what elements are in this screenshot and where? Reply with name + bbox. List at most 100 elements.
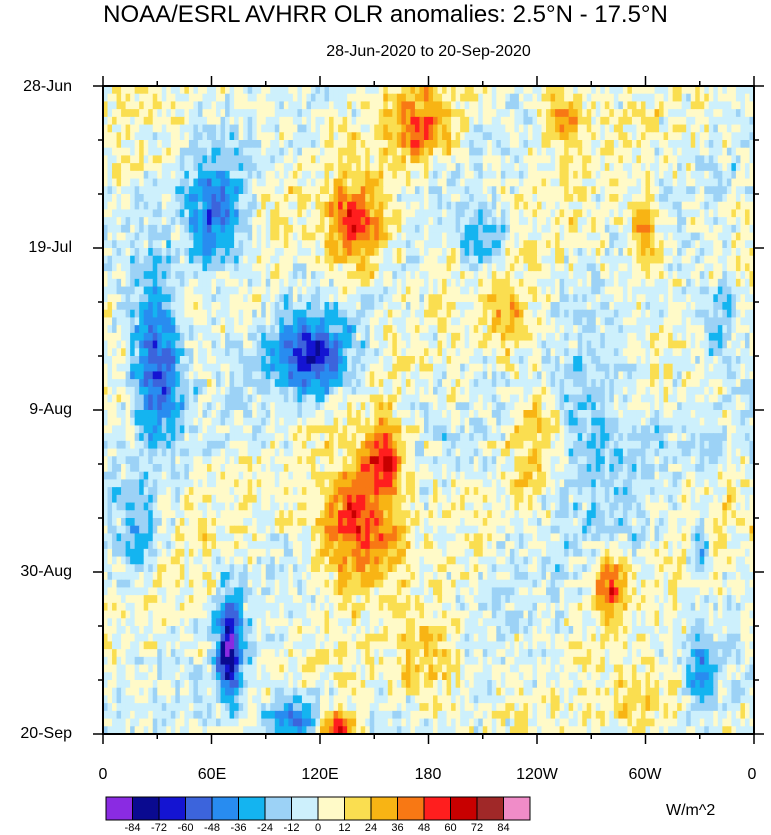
heatmap-cell xyxy=(496,263,502,272)
heatmap-cell xyxy=(383,201,389,211)
heatmap-cell xyxy=(161,271,167,280)
heatmap-cell xyxy=(487,201,493,211)
heatmap-cell xyxy=(677,232,683,241)
heatmap-cell xyxy=(261,286,267,295)
heatmap-cell xyxy=(243,263,249,272)
heatmap-cell xyxy=(306,201,312,211)
heatmap-cell xyxy=(663,124,669,133)
heatmap-cell xyxy=(672,255,678,265)
heatmap-cell xyxy=(527,116,534,126)
heatmap-cell xyxy=(351,109,357,118)
heatmap-cell xyxy=(442,155,448,164)
heatmap-cell xyxy=(216,201,222,211)
heatmap-cell xyxy=(645,178,651,187)
heatmap-cell xyxy=(428,201,434,211)
heatmap-cell xyxy=(225,178,231,187)
heatmap-cell xyxy=(419,286,425,295)
heatmap-cell xyxy=(568,170,574,180)
heatmap-cell xyxy=(387,170,393,180)
heatmap-cell xyxy=(121,116,127,126)
heatmap-cell xyxy=(690,132,696,141)
heatmap-cell xyxy=(460,116,466,126)
heatmap-cell xyxy=(301,263,308,272)
heatmap-cell xyxy=(708,217,714,226)
heatmap-cell xyxy=(604,155,610,164)
heatmap-cell xyxy=(509,201,515,211)
heatmap-cell xyxy=(482,309,488,319)
heatmap-cell xyxy=(419,163,425,172)
heatmap-cell xyxy=(677,163,683,172)
heatmap-cell xyxy=(537,302,543,311)
heatmap-cell xyxy=(157,348,163,357)
heatmap-cell xyxy=(491,170,497,180)
heatmap-cell xyxy=(134,209,140,218)
heatmap-cell xyxy=(283,271,289,280)
heatmap-cell xyxy=(107,170,113,180)
heatmap-cell xyxy=(527,163,534,172)
heatmap-cell xyxy=(170,170,176,180)
heatmap-cell xyxy=(329,194,335,203)
heatmap-cell xyxy=(491,271,497,280)
heatmap-cell xyxy=(668,194,674,203)
heatmap-cell xyxy=(256,302,262,311)
heatmap-cell xyxy=(559,317,565,326)
heatmap-cell xyxy=(622,140,629,149)
heatmap-cell xyxy=(455,124,461,133)
heatmap-cell xyxy=(473,332,479,342)
heatmap-cell xyxy=(369,124,375,133)
heatmap-cell xyxy=(134,116,140,126)
heatmap-cell xyxy=(184,163,190,172)
heatmap-cell xyxy=(161,201,167,211)
heatmap-cell xyxy=(274,140,280,149)
heatmap-cell xyxy=(604,263,610,272)
heatmap-cell xyxy=(211,224,217,234)
heatmap-cell xyxy=(216,325,222,334)
heatmap-cell xyxy=(627,186,633,195)
heatmap-cell xyxy=(663,309,669,319)
heatmap-cell xyxy=(134,232,140,241)
heatmap-cell xyxy=(419,348,425,357)
heatmap-cell xyxy=(668,224,674,234)
heatmap-cell xyxy=(482,86,488,95)
heatmap-cell xyxy=(573,217,579,226)
heatmap-cell xyxy=(130,155,136,164)
heatmap-cell xyxy=(369,194,375,203)
heatmap-cell xyxy=(152,286,158,295)
heatmap-cell xyxy=(274,271,280,280)
heatmap-cell xyxy=(451,294,457,303)
heatmap-cell xyxy=(437,209,443,218)
heatmap-cell xyxy=(713,271,719,280)
heatmap-cell xyxy=(527,140,534,149)
heatmap-cell xyxy=(121,271,127,280)
heatmap-cell xyxy=(708,232,714,241)
heatmap-cell xyxy=(306,86,312,95)
heatmap-cell xyxy=(166,209,172,218)
heatmap-cell xyxy=(518,294,525,303)
heatmap-cell xyxy=(261,240,267,249)
heatmap-cell xyxy=(713,101,719,110)
heatmap-cell xyxy=(672,294,678,303)
heatmap-cell xyxy=(329,224,335,234)
heatmap-cell xyxy=(505,217,511,226)
heatmap-cell xyxy=(396,302,402,311)
heatmap-cell xyxy=(659,140,665,149)
heatmap-cell xyxy=(121,294,127,303)
heatmap-cell xyxy=(148,194,154,203)
heatmap-cell xyxy=(455,186,461,195)
heatmap-cell xyxy=(613,224,619,234)
heatmap-cell xyxy=(654,101,660,110)
heatmap-cell xyxy=(505,255,511,265)
heatmap-cell xyxy=(559,248,565,257)
heatmap-cell xyxy=(175,186,181,195)
heatmap-cell xyxy=(636,325,642,334)
heatmap-cell xyxy=(405,263,412,272)
heatmap-cell xyxy=(261,86,267,95)
heatmap-cell xyxy=(686,325,692,334)
heatmap-cell xyxy=(505,309,511,319)
heatmap-cell xyxy=(130,194,136,203)
heatmap-cell xyxy=(297,271,303,280)
heatmap-cell xyxy=(333,109,339,118)
heatmap-cell xyxy=(550,240,556,249)
heatmap-cell xyxy=(496,116,502,126)
heatmap-cell xyxy=(659,332,665,342)
